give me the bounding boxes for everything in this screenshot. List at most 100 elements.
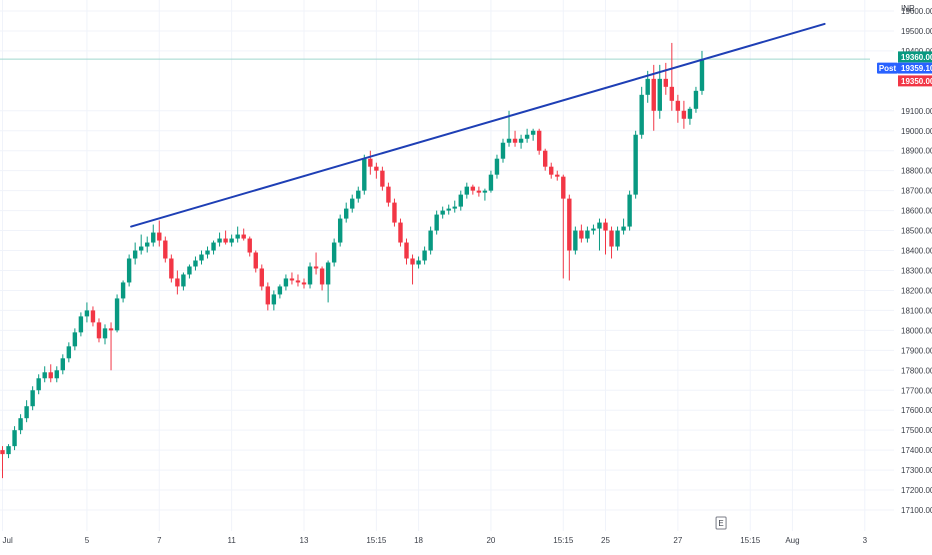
- candle-down: [175, 270, 180, 295]
- candle-down: [157, 220, 162, 247]
- candle-body: [350, 198, 355, 209]
- y-tick-label: 17200.00: [901, 486, 932, 495]
- price-axis[interactable]: INR 17100.00 17200.00 17300.00 17400.00 1750…: [901, 4, 932, 515]
- y-tick-label: 17900.00: [901, 346, 932, 355]
- earnings-marker[interactable]: E: [715, 516, 727, 530]
- candle-body: [126, 258, 132, 283]
- candle-up: [235, 226, 240, 243]
- badge-value: 19350.00: [901, 77, 932, 86]
- price-badge: 19350.00: [898, 75, 932, 87]
- candle-body: [24, 406, 29, 419]
- candle-body: [331, 242, 337, 263]
- candle-up: [24, 400, 29, 423]
- candle-body: [693, 90, 699, 109]
- candle-body: [235, 234, 240, 239]
- candle-up: [573, 226, 578, 255]
- candle-up: [530, 128, 536, 141]
- candle-body: [392, 202, 397, 223]
- candle-body: [102, 328, 108, 339]
- candle-down: [169, 254, 174, 283]
- candle-down: [368, 150, 373, 175]
- candle-body: [120, 282, 126, 299]
- candle-up: [283, 274, 289, 291]
- candle-up: [193, 256, 198, 271]
- y-tick-label: 19100.00: [901, 107, 932, 116]
- candle-up: [211, 240, 216, 255]
- candle-up: [30, 386, 35, 411]
- time-axis[interactable]: Jul 5 7 11 13 15:15 18 20 15:15 25 27 15:15 Aug 3: [3, 536, 868, 545]
- candle-body: [374, 166, 379, 171]
- candle-up: [151, 224, 156, 247]
- y-tick-label: 19500.00: [901, 27, 932, 36]
- candle-up: [36, 374, 41, 395]
- candle-down: [549, 162, 554, 179]
- candle-down: [253, 250, 258, 273]
- candle-down: [295, 274, 301, 287]
- candle-up: [657, 64, 662, 119]
- candle-body: [440, 210, 445, 215]
- grid-layer: [0, 0, 894, 531]
- candle-body: [639, 94, 644, 135]
- x-tick-label: 25: [601, 536, 610, 545]
- candle-body: [416, 260, 421, 265]
- candles-layer[interactable]: [0, 42, 705, 479]
- candle-body: [428, 230, 433, 251]
- candle-body: [344, 208, 349, 219]
- candle-up: [18, 414, 23, 435]
- candle-body: [597, 222, 602, 229]
- candle-down: [410, 254, 415, 285]
- badge-box: [898, 51, 932, 63]
- y-tick-label: 18300.00: [901, 266, 932, 275]
- candle-up: [500, 138, 506, 163]
- candle-body: [627, 194, 632, 227]
- candle-body: [464, 186, 470, 195]
- y-tick-label: 19600.00: [901, 7, 932, 16]
- candle-up: [428, 226, 433, 255]
- trendline-layer[interactable]: [130, 22, 826, 228]
- candle-body: [169, 258, 174, 279]
- candle-body: [356, 190, 361, 199]
- candle-down: [392, 198, 397, 227]
- candle-body: [368, 158, 373, 167]
- candle-body: [132, 250, 138, 259]
- candle-up: [199, 250, 204, 265]
- candle-body: [380, 170, 385, 187]
- x-tick-label: 13: [300, 536, 309, 545]
- y-tick-label: 17400.00: [901, 446, 932, 455]
- candle-body: [138, 246, 144, 251]
- x-tick-label: 27: [673, 536, 682, 545]
- candle-body: [362, 158, 367, 191]
- candle-body: [259, 268, 264, 287]
- badge-value: 19359.10: [901, 64, 932, 73]
- badge-box: [898, 62, 932, 74]
- y-tick-label: 18800.00: [901, 167, 932, 176]
- candle-down: [313, 252, 319, 275]
- candle-body: [78, 316, 84, 333]
- candle-up: [585, 226, 590, 243]
- y-tick-label: 18000.00: [901, 326, 932, 335]
- candle-body: [645, 78, 650, 95]
- candle-body: [452, 206, 457, 209]
- candle-body: [12, 430, 17, 447]
- candle-body: [223, 238, 228, 243]
- candle-body: [6, 446, 11, 455]
- candle-body: [181, 274, 186, 287]
- y-tick-label: 18500.00: [901, 227, 932, 236]
- candle-down: [609, 226, 614, 259]
- y-tick-label: 18600.00: [901, 207, 932, 216]
- candle-down: [675, 94, 681, 123]
- candle-body: [675, 100, 681, 111]
- candle-down: [90, 306, 96, 327]
- candle-up: [138, 234, 144, 255]
- candle-body: [175, 278, 180, 287]
- candle-body: [488, 174, 494, 191]
- candle-body: [386, 186, 391, 203]
- candle-up: [181, 272, 186, 291]
- candle-body: [579, 230, 584, 239]
- candle-body: [561, 176, 566, 199]
- candle-up: [307, 262, 313, 289]
- candle-down: [386, 182, 391, 207]
- candle-body: [470, 186, 476, 191]
